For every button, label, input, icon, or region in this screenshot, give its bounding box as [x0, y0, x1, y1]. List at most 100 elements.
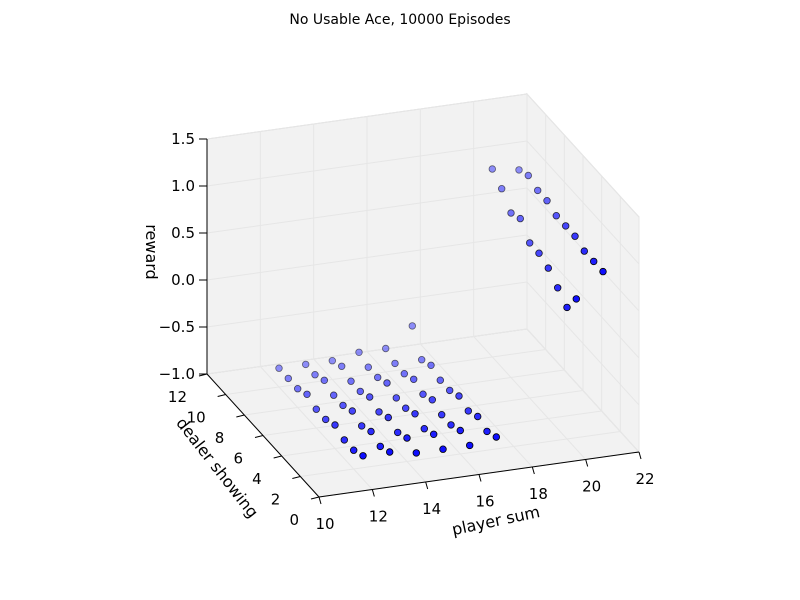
grid-line-z-side [526, 140, 640, 265]
data-point [359, 452, 367, 460]
x-tick-mark [638, 451, 642, 460]
x-tick-mark [478, 474, 482, 482]
data-point [320, 376, 328, 384]
data-point [447, 421, 455, 429]
data-point [516, 214, 524, 223]
data-point [590, 257, 598, 266]
y-tick-mark [292, 476, 301, 479]
grid-line-z-back [206, 234, 528, 281]
data-point [322, 415, 330, 424]
data-point [311, 371, 319, 379]
data-point [562, 222, 570, 230]
x-tick-label: 22 [635, 470, 654, 488]
x-tick-label: 16 [475, 493, 494, 511]
data-point [302, 360, 310, 369]
x-tick-mark [531, 466, 535, 475]
data-point [384, 413, 392, 422]
grid-line-z-back [206, 281, 528, 328]
data-point [420, 425, 428, 433]
y-tick-label: 0 [289, 511, 299, 529]
grid-line-y-floor [300, 431, 621, 477]
data-point [488, 165, 496, 173]
data-point [552, 211, 560, 220]
data-point [338, 362, 346, 370]
data-point [483, 427, 491, 436]
data-point [339, 401, 347, 410]
data-point [456, 426, 464, 435]
x-tick-label: 14 [422, 500, 441, 518]
data-point [356, 387, 364, 396]
data-point [411, 410, 419, 418]
data-point [391, 359, 399, 368]
data-point [375, 408, 383, 416]
data-point [394, 428, 402, 437]
z-tick-label: 0.0 [171, 271, 195, 289]
data-point [367, 427, 375, 436]
data-point [543, 196, 551, 205]
z-tick-label: −1.0 [159, 365, 195, 383]
chart-title: No Usable Ace, 10000 Episodes [289, 12, 510, 28]
y-tick-label: 2 [271, 491, 281, 509]
data-point [498, 184, 506, 193]
y-tick-mark [236, 414, 245, 418]
data-point [330, 391, 338, 399]
data-point [580, 247, 588, 255]
grid-lines [206, 93, 640, 498]
data-point [419, 390, 427, 398]
data-point [350, 446, 358, 454]
x-tick-mark [318, 496, 322, 505]
z-tick-label: 1.0 [171, 177, 195, 195]
data-point [439, 445, 447, 453]
data-point [544, 264, 552, 272]
x-tick-mark [425, 481, 429, 490]
data-point [382, 344, 390, 353]
z-axis-label: reward [142, 224, 161, 279]
data-point [599, 267, 607, 276]
grid-line-y-floor [262, 390, 584, 436]
data-point [376, 442, 384, 451]
data-point [526, 239, 534, 247]
grid-line-z-back [206, 93, 528, 140]
data-point [428, 396, 436, 404]
data-point [408, 322, 416, 330]
data-point [418, 356, 426, 364]
grid-line-z-side [526, 328, 640, 453]
data-point [374, 373, 382, 382]
grid-line-z-back [206, 140, 528, 187]
y-tick-mark [217, 394, 226, 397]
data-point [412, 449, 420, 457]
data-point [355, 348, 363, 356]
data-point [294, 385, 302, 393]
data-point [284, 374, 292, 383]
data-point [347, 377, 355, 385]
data-point [358, 422, 366, 430]
grid-line-z-side [526, 93, 640, 218]
y-tick-mark [273, 455, 282, 459]
grid-line-y-floor [244, 369, 565, 416]
y-tick-mark [310, 496, 320, 500]
y-tick-label: 12 [168, 388, 187, 406]
y-tick-label: 6 [233, 450, 243, 468]
data-point [563, 303, 571, 312]
data-point [403, 434, 411, 442]
data-point [328, 357, 336, 365]
data-points [275, 165, 607, 460]
data-point [386, 448, 394, 456]
data-point [392, 394, 400, 402]
data-point [554, 284, 562, 292]
grid-line-z-side [526, 281, 640, 406]
data-point [348, 407, 356, 415]
x-tick-label: 18 [529, 485, 548, 503]
data-point [402, 404, 410, 412]
x-tick-label: 20 [582, 478, 601, 496]
data-point [524, 171, 532, 180]
z-tick-label: 1.5 [171, 130, 195, 148]
data-point [400, 370, 408, 378]
data-point [366, 393, 374, 401]
grid-line-y-floor [225, 349, 546, 395]
data-point [534, 186, 542, 195]
y-tick-label: 10 [187, 409, 206, 427]
data-point [410, 375, 418, 383]
